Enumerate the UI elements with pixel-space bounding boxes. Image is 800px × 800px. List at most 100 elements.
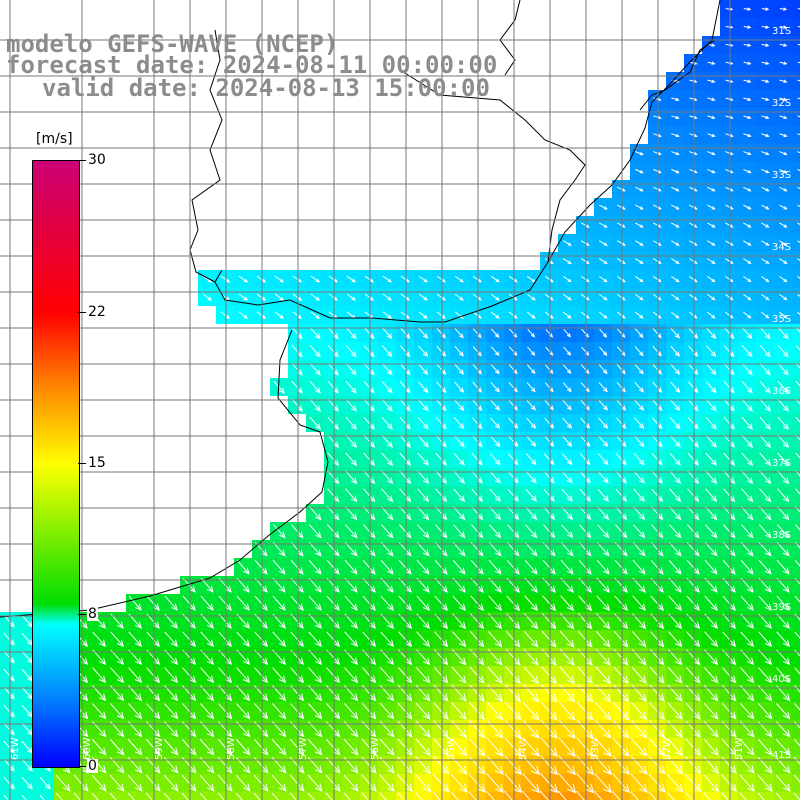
- wind-arrow: [685, 774, 702, 793]
- wind-arrow: [73, 792, 81, 800]
- wind-arrow-shaft: [399, 470, 411, 484]
- wind-arrow-head: [674, 585, 682, 593]
- wind-arrow-shaft: [578, 559, 592, 575]
- wind-arrow-shaft: [779, 186, 787, 192]
- wind-arrow-head: [152, 693, 161, 702]
- wind-arrow-head: [566, 639, 575, 648]
- wind-arrow-head: [513, 314, 518, 319]
- wind-arrow-head: [746, 585, 754, 593]
- wind-arrow-head: [404, 603, 412, 611]
- wind-arrow-shaft: [560, 595, 574, 611]
- wind-arrow-head: [711, 115, 716, 120]
- wind-arrow: [634, 381, 645, 393]
- wind-arrow-head: [134, 729, 143, 738]
- wind-arrow: [256, 293, 267, 301]
- wind-arrow-head: [422, 513, 430, 521]
- wind-arrow: [761, 293, 770, 301]
- wind-arrow-shaft: [543, 453, 555, 465]
- wind-arrow-shaft: [761, 311, 769, 319]
- wind-arrow: [470, 595, 485, 612]
- wind-arrow-head: [584, 459, 591, 466]
- wind-arrow: [292, 311, 302, 319]
- wind-arrow: [325, 738, 341, 756]
- wind-arrow-shaft: [145, 774, 161, 792]
- wind-arrow-head: [566, 549, 574, 557]
- wind-arrow-head: [98, 657, 107, 666]
- wind-arrow-shaft: [777, 434, 789, 448]
- wind-arrow: [670, 345, 681, 357]
- wind-arrow-head: [440, 531, 448, 539]
- wind-arrow: [705, 416, 717, 430]
- wind-arrow-shaft: [579, 488, 591, 502]
- wind-arrow: [723, 363, 735, 376]
- speed-cell: [792, 558, 800, 576]
- wind-arrow-shaft: [145, 792, 153, 800]
- wind-arrow-shaft: [653, 240, 661, 246]
- wind-arrow: [739, 703, 755, 720]
- wind-arrow: [200, 703, 215, 720]
- coastline-argentina: [0, 329, 329, 618]
- wind-arrow: [795, 345, 800, 351]
- wind-arrow-head: [782, 657, 791, 666]
- wind-arrow-head: [566, 657, 575, 666]
- wind-arrow-shaft: [363, 416, 375, 430]
- wind-arrow-shaft: [725, 61, 733, 65]
- wind-arrow-shaft: [617, 186, 625, 192]
- wind-arrow-shaft: [361, 774, 377, 792]
- wind-arrow-shaft: [218, 595, 232, 611]
- wind-arrow-shaft: [523, 666, 539, 684]
- wind-arrow-head: [657, 206, 662, 210]
- wind-arrow: [381, 470, 394, 485]
- wind-arrow-shaft: [469, 720, 485, 738]
- wind-arrow-shaft: [686, 559, 700, 575]
- wind-arrow-head: [567, 278, 572, 283]
- wind-arrow: [578, 595, 593, 612]
- wind-arrow-head: [494, 369, 500, 375]
- wind-arrow-head: [620, 603, 629, 612]
- wind-arrow-head: [368, 333, 375, 340]
- wind-arrow: [562, 382, 572, 393]
- wind-arrow-shaft: [327, 362, 339, 376]
- wind-arrow: [361, 792, 369, 800]
- wind-arrow: [577, 684, 594, 703]
- wind-arrow-shaft: [399, 452, 411, 466]
- wind-arrow: [418, 275, 428, 283]
- wind-arrow-head: [314, 765, 323, 774]
- wind-arrow: [761, 79, 770, 83]
- wind-arrow-shaft: [705, 452, 717, 466]
- wind-arrow: [689, 133, 698, 138]
- wind-arrow: [741, 363, 753, 376]
- wind-arrow: [687, 381, 699, 394]
- wind-arrow-head: [746, 387, 753, 394]
- wind-arrow-shaft: [671, 204, 679, 210]
- wind-arrow-shaft: [325, 738, 341, 756]
- wind-arrow-head: [711, 260, 716, 264]
- wind-arrow-head: [711, 151, 716, 156]
- wind-arrow-head: [188, 783, 197, 792]
- wind-arrow-head: [350, 459, 358, 466]
- wind-arrow: [595, 630, 611, 648]
- wind-arrow-shaft: [562, 275, 572, 283]
- wind-arrow-shaft: [363, 327, 375, 339]
- wind-arrow-shaft: [236, 631, 250, 647]
- wind-arrow-shaft: [326, 703, 340, 719]
- wind-arrow: [343, 774, 359, 792]
- wind-arrow: [633, 470, 645, 484]
- wind-arrow-head: [458, 711, 467, 720]
- wind-arrow: [471, 524, 484, 539]
- wind-arrow: [797, 61, 800, 64]
- wind-arrow-head: [746, 495, 754, 503]
- wind-arrow-head: [674, 459, 681, 466]
- wind-arrow: [795, 327, 800, 333]
- wind-arrow-shaft: [703, 738, 719, 756]
- wind-arrow-shaft: [650, 542, 664, 556]
- wind-arrow-shaft: [127, 739, 143, 755]
- wind-arrow-shaft: [669, 470, 681, 484]
- wind-arrow-shaft: [540, 737, 558, 757]
- wind-arrow-head: [566, 441, 573, 447]
- wind-arrow-shaft: [761, 240, 769, 246]
- wind-arrow-head: [657, 260, 662, 265]
- wind-arrow-head: [80, 747, 89, 756]
- wind-arrow-head: [530, 423, 537, 429]
- wind-arrow: [653, 151, 662, 156]
